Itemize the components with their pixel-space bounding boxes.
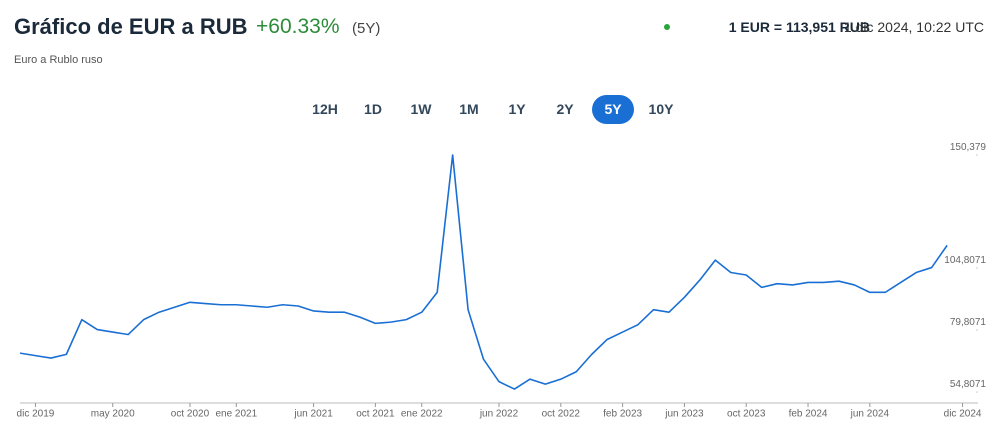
x-tick-label: feb 2024: [789, 409, 828, 420]
period-button[interactable]: 10Y: [648, 101, 674, 117]
x-tick-label: ene 2021: [215, 409, 257, 420]
period-button[interactable]: 5Y: [592, 95, 634, 124]
y-tick-label: 150,379: [950, 142, 987, 153]
y-tick-label: 79,8071: [950, 317, 987, 328]
x-tick-label: jun 2021: [293, 409, 333, 420]
period-buttons: 12H 1D 1W 1M 1Y 2Y 5Y 10Y: [304, 95, 682, 124]
rate: 1 EUR = 113,951 RUB: [728, 19, 870, 35]
live-dot: [664, 24, 670, 30]
period-button[interactable]: 12H: [312, 101, 338, 117]
x-tick-label: oct 2021: [356, 409, 395, 420]
price-line: [19, 154, 948, 390]
period-button[interactable]: 1W: [410, 101, 432, 117]
x-tick-label: oct 2023: [727, 409, 766, 420]
x-tick-label: jun 2022: [479, 409, 519, 420]
title: Gráfico de EUR a RUB: [14, 14, 248, 39]
x-tick-label: jun 2024: [850, 409, 890, 420]
x-tick-label: feb 2023: [603, 409, 642, 420]
subtitle: Euro a Rublo ruso: [14, 54, 103, 66]
x-tick-label: oct 2020: [171, 409, 210, 420]
x-tick-label: ene 2022: [401, 409, 443, 420]
period-button[interactable]: 1M: [459, 101, 479, 117]
period: (5Y): [352, 20, 381, 37]
x-tick-label: dic 2024: [944, 409, 982, 420]
period-button[interactable]: 1Y: [508, 101, 526, 117]
x-tick-label: dic 2019: [17, 409, 55, 420]
period-button[interactable]: 2Y: [556, 101, 574, 117]
timestamp: 1 dic 2024, 10:22 UTC: [843, 19, 984, 35]
x-tick-label: may 2020: [91, 409, 135, 420]
y-tick-label: 54,8071: [950, 379, 987, 390]
x-tick-label: oct 2022: [542, 409, 581, 420]
change: +60.33%: [256, 15, 340, 38]
y-tick-label: 104,8071: [944, 255, 986, 266]
period-button[interactable]: 1D: [364, 101, 382, 117]
x-tick-label: jun 2023: [664, 409, 704, 420]
